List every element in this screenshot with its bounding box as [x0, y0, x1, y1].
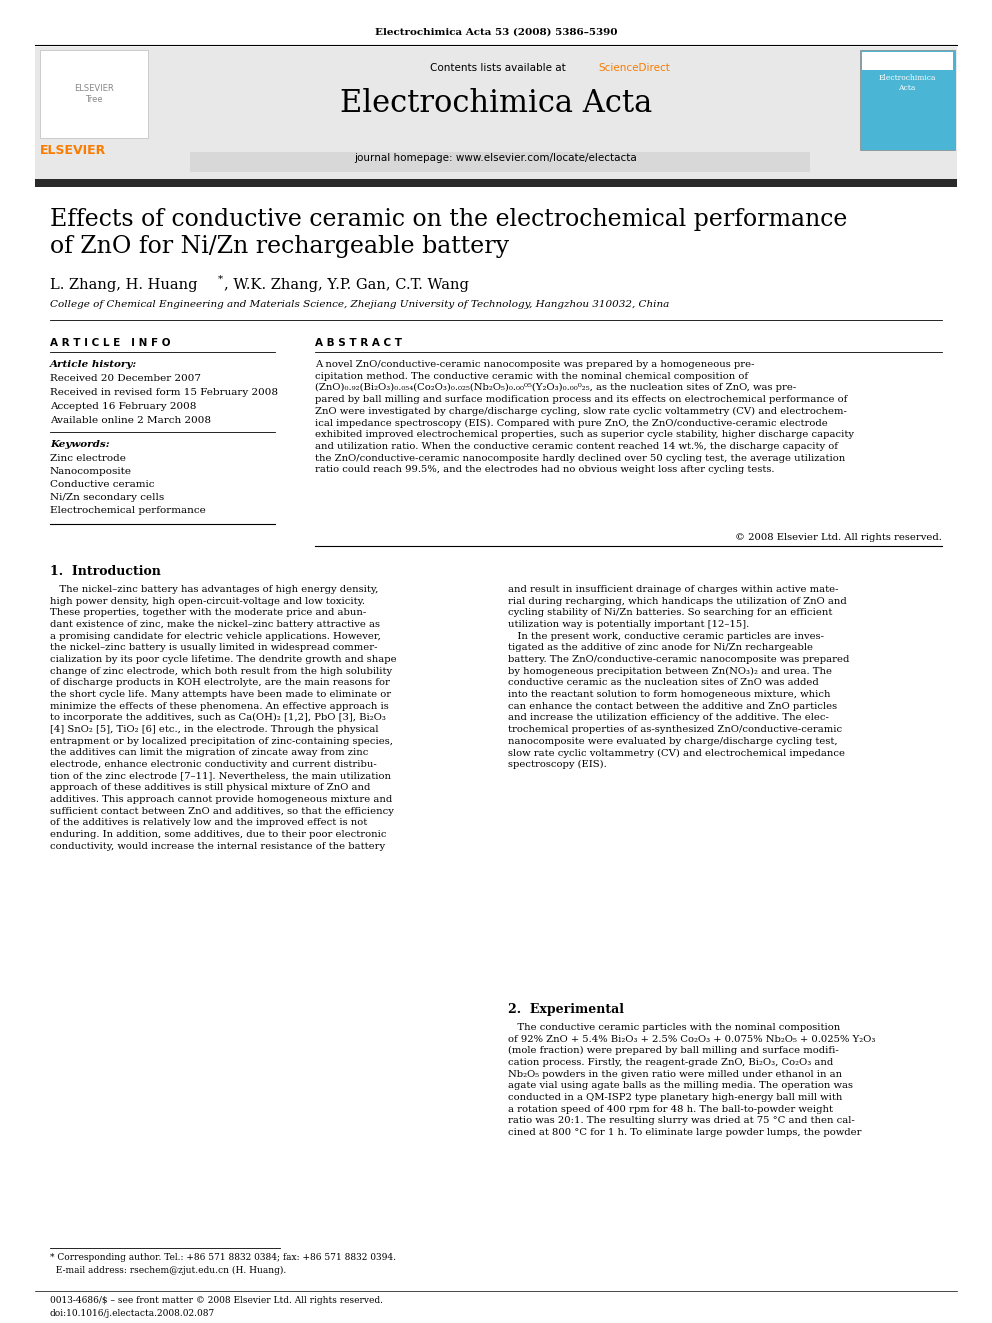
Text: and result in insufficient drainage of charges within active mate-
rial during r: and result in insufficient drainage of c… [508, 585, 849, 770]
Text: College of Chemical Engineering and Materials Science, Zhejiang University of Te: College of Chemical Engineering and Mate… [50, 300, 670, 310]
Text: Keywords:: Keywords: [50, 441, 110, 448]
Text: A novel ZnO/conductive-ceramic nanocomposite was prepared by a homogeneous pre-
: A novel ZnO/conductive-ceramic nanocompo… [315, 360, 854, 475]
Text: ELSEVIER: ELSEVIER [40, 144, 106, 157]
Bar [40, 50, 148, 138]
Text: Ni/Zn secondary cells: Ni/Zn secondary cells [50, 493, 165, 501]
Text: ScienceDirect: ScienceDirect [598, 64, 670, 73]
Bar [190, 152, 810, 172]
Text: * Corresponding author. Tel.: +86 571 8832 0384; fax: +86 571 8832 0394.: * Corresponding author. Tel.: +86 571 88… [50, 1253, 396, 1262]
Text: 0013-4686/$ – see front matter © 2008 Elsevier Ltd. All rights reserved.: 0013-4686/$ – see front matter © 2008 El… [50, 1297, 383, 1304]
Bar [35, 179, 957, 187]
Text: Zinc electrode: Zinc electrode [50, 454, 126, 463]
Text: Effects of conductive ceramic on the electrochemical performance: Effects of conductive ceramic on the ele… [50, 208, 847, 232]
Text: Acta: Acta [899, 83, 916, 93]
Text: , W.K. Zhang, Y.P. Gan, C.T. Wang: , W.K. Zhang, Y.P. Gan, C.T. Wang [224, 278, 469, 292]
Text: Nanocomposite: Nanocomposite [50, 467, 132, 476]
Text: Article history:: Article history: [50, 360, 137, 369]
Bar [35, 48, 957, 179]
Text: of ZnO for Ni/Zn rechargeable battery: of ZnO for Ni/Zn rechargeable battery [50, 235, 509, 258]
Text: Electrochimica Acta: Electrochimica Acta [340, 89, 652, 119]
Text: The conductive ceramic particles with the nominal composition
of 92% ZnO + 5.4% : The conductive ceramic particles with th… [508, 1023, 875, 1136]
Text: Conductive ceramic: Conductive ceramic [50, 480, 155, 490]
Text: © 2008 Elsevier Ltd. All rights reserved.: © 2008 Elsevier Ltd. All rights reserved… [735, 533, 942, 542]
Text: Available online 2 March 2008: Available online 2 March 2008 [50, 415, 211, 425]
Bar [862, 52, 953, 70]
Text: Accepted 16 February 2008: Accepted 16 February 2008 [50, 402, 196, 411]
Text: 2.  Experimental: 2. Experimental [508, 1003, 624, 1016]
Text: Received 20 December 2007: Received 20 December 2007 [50, 374, 201, 382]
Text: E-mail address: rsechem@zjut.edu.cn (H. Huang).: E-mail address: rsechem@zjut.edu.cn (H. … [50, 1266, 287, 1275]
Text: doi:10.1016/j.electacta.2008.02.087: doi:10.1016/j.electacta.2008.02.087 [50, 1308, 215, 1318]
Text: journal homepage: www.elsevier.com/locate/electacta: journal homepage: www.elsevier.com/locat… [354, 153, 638, 163]
Text: Contents lists available at: Contents lists available at [430, 64, 569, 73]
Text: ELSEVIER
Tree: ELSEVIER Tree [74, 85, 114, 103]
Text: The nickel–zinc battery has advantages of high energy density,
high power densit: The nickel–zinc battery has advantages o… [50, 585, 397, 851]
Text: Electrochemical performance: Electrochemical performance [50, 505, 205, 515]
Text: Received in revised form 15 February 2008: Received in revised form 15 February 200… [50, 388, 278, 397]
Text: 1.  Introduction: 1. Introduction [50, 565, 161, 578]
Text: A R T I C L E   I N F O: A R T I C L E I N F O [50, 337, 171, 348]
Text: L. Zhang, H. Huang: L. Zhang, H. Huang [50, 278, 197, 292]
Text: Electrochimica Acta 53 (2008) 5386–5390: Electrochimica Acta 53 (2008) 5386–5390 [375, 28, 617, 37]
Text: A B S T R A C T: A B S T R A C T [315, 337, 402, 348]
Bar [860, 50, 955, 149]
Text: Electrochimica: Electrochimica [878, 74, 935, 82]
Text: *: * [218, 275, 223, 284]
